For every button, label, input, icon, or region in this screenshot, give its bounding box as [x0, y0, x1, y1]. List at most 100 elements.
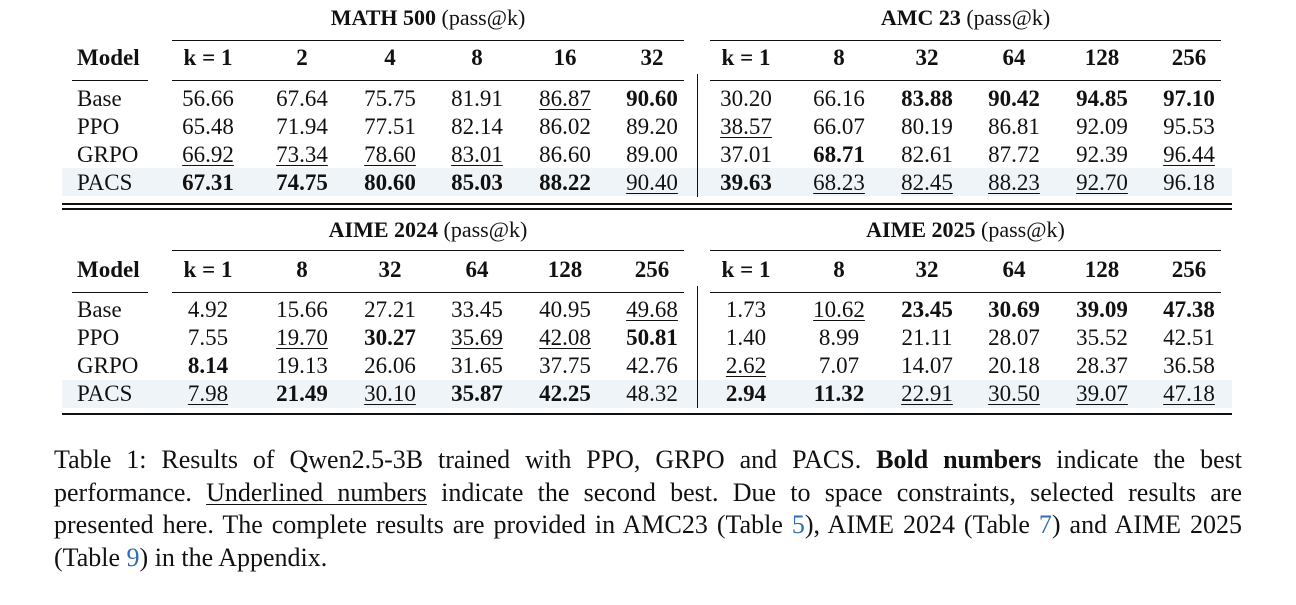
table-cell: 95.53: [1163, 114, 1215, 139]
model-name: Base: [77, 297, 122, 322]
table-cell: 8.99: [818, 325, 860, 350]
caption-mid-2: ) and AIME 2025 (Table: [54, 510, 1243, 572]
model-header-rule: [72, 80, 148, 81]
table-cell: 86.60: [539, 142, 591, 167]
table-cell: 92.39: [1076, 142, 1128, 167]
table-cell: 88.23: [988, 170, 1040, 195]
group-title: AIME 2024 (pass@k): [172, 216, 684, 244]
caption-after-bold: indicate the best performance.: [54, 445, 1243, 507]
double-rule-top: [62, 203, 1232, 205]
table-cell: 74.75: [276, 170, 328, 195]
benchmark-suffix: (pass@k): [966, 5, 1051, 30]
table-cell: 30.10: [364, 381, 416, 406]
table-cell: 97.10: [1163, 86, 1215, 111]
table-cell: 75.75: [364, 86, 416, 111]
table-cell: 82.61: [901, 142, 953, 167]
column-header: 64: [1002, 257, 1026, 282]
table-ref-link-9[interactable]: 9: [126, 542, 140, 572]
table-cell: 1.40: [725, 325, 767, 350]
model-column-header: Model: [77, 45, 140, 70]
table-cell: 14.07: [901, 353, 953, 378]
model-column-header: Model: [77, 257, 140, 282]
table-cell: 30.69: [988, 297, 1040, 322]
table-cell: 40.95: [539, 297, 591, 322]
table-cell: 78.60: [364, 142, 416, 167]
double-rule-bottom: [62, 208, 1232, 210]
column-header: 32: [915, 45, 939, 70]
table-cell: 8.14: [187, 353, 229, 378]
column-header: 4: [384, 45, 396, 70]
table-cell: 66.16: [813, 86, 865, 111]
column-header: 64: [1002, 45, 1026, 70]
table-cell: 19.70: [276, 325, 328, 350]
table-cell: 80.19: [901, 114, 953, 139]
table-cell: 2.62: [725, 353, 767, 378]
table-cell: 39.09: [1076, 297, 1128, 322]
group-title: AIME 2025 (pass@k): [710, 216, 1221, 244]
table-cell: 96.18: [1163, 170, 1215, 195]
column-header: k = 1: [721, 257, 771, 282]
group-rule: [172, 40, 684, 41]
table-cell: 2.94: [725, 381, 767, 406]
table-cell: 39.07: [1076, 381, 1128, 406]
table-cell: 15.66: [276, 297, 328, 322]
column-header: 64: [465, 257, 489, 282]
table-cell: 65.48: [182, 114, 234, 139]
table-ref-link-5[interactable]: 5: [791, 510, 805, 539]
table-ref-link-7[interactable]: 7: [1038, 510, 1052, 539]
column-header: 32: [640, 45, 664, 70]
table-cell: 83.88: [901, 86, 953, 111]
table-cell: 85.03: [451, 170, 503, 195]
highlight-row-bg: [62, 168, 1232, 196]
model-name: GRPO: [77, 142, 139, 167]
table-cell: 7.07: [818, 353, 860, 378]
table-cell: 42.51: [1163, 325, 1215, 350]
model-name: PPO: [77, 325, 120, 350]
table-cell: 21.11: [901, 325, 953, 350]
table-cell: 35.69: [451, 325, 503, 350]
benchmark-suffix: (pass@k): [441, 5, 526, 30]
table-cell: 68.23: [813, 170, 865, 195]
benchmark-name: AIME 2025: [866, 217, 976, 242]
table-cell: 87.72: [988, 142, 1040, 167]
table-cell: 82.14: [451, 114, 503, 139]
table-cell: 37.01: [720, 142, 772, 167]
model-name: GRPO: [77, 353, 139, 378]
caption-end: ) in the Appendix.: [139, 542, 328, 572]
caption-after-underline: indicate the second best. Due to space c…: [54, 477, 1242, 540]
group-rule: [710, 250, 1221, 251]
table-cell: 90.40: [626, 170, 678, 195]
column-header: 32: [378, 257, 402, 282]
column-header: 128: [1084, 45, 1120, 70]
column-header: k = 1: [721, 45, 771, 70]
table-cell: 50.81: [626, 325, 678, 350]
table-cell: 68.71: [813, 142, 865, 167]
table-cell: 36.58: [1163, 353, 1215, 378]
table-cell: 42.25: [539, 381, 591, 406]
column-header: 8: [833, 45, 845, 70]
table-caption: Table 1: Results of Qwen2.5-3B trained w…: [54, 444, 1242, 574]
column-header: 16: [553, 45, 577, 70]
model-name: Base: [77, 86, 122, 111]
column-separator: [697, 85, 698, 197]
table-cell: 73.34: [276, 142, 328, 167]
table-cell: 42.08: [539, 325, 591, 350]
column-header: 256: [1171, 257, 1207, 282]
caption-mid-1: ), AIME 2024 (Table: [804, 510, 1030, 539]
table-cell: 4.92: [187, 297, 229, 322]
table-cell: 89.00: [626, 142, 678, 167]
table-cell: 90.60: [626, 86, 678, 111]
column-header: 128: [547, 257, 583, 282]
table-cell: 47.18: [1163, 381, 1215, 406]
table-cell: 77.51: [364, 114, 416, 139]
table-cell: 11.32: [813, 381, 865, 406]
header-rule: [710, 80, 1221, 81]
model-name: PACS: [77, 381, 133, 406]
table-cell: 86.81: [988, 114, 1040, 139]
table-cell: 23.45: [901, 297, 953, 322]
group-title: AMC 23 (pass@k): [710, 4, 1221, 32]
table-cell: 27.21: [364, 297, 416, 322]
table-cell: 80.60: [364, 170, 416, 195]
column-header: 256: [634, 257, 670, 282]
table-cell: 26.06: [364, 353, 416, 378]
